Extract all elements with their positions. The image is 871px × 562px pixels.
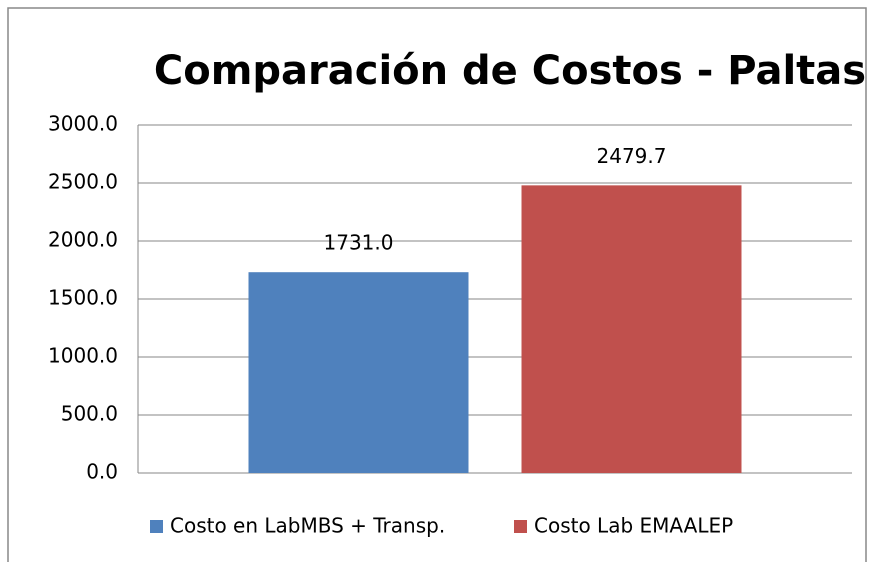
y-tick-label: 1500.0 xyxy=(48,286,118,310)
y-tick-label: 1000.0 xyxy=(48,344,118,368)
y-tick-label: 0.0 xyxy=(86,460,118,484)
legend-label: Costo en LabMBS + Transp. xyxy=(170,514,445,538)
legend-swatch xyxy=(150,520,163,533)
y-tick-label: 2500.0 xyxy=(48,170,118,194)
data-label: 1731.0 xyxy=(324,231,394,255)
bar xyxy=(248,272,469,473)
y-tick-label: 500.0 xyxy=(61,402,118,426)
bar xyxy=(521,185,742,473)
y-tick-label: 2000.0 xyxy=(48,228,118,252)
legend-label: Costo Lab EMAALEP xyxy=(534,514,733,538)
data-label: 2479.7 xyxy=(597,144,667,168)
legend-swatch xyxy=(514,520,527,533)
chart-title: Comparación de Costos - Paltas xyxy=(154,48,866,94)
y-tick-label: 3000.0 xyxy=(48,112,118,136)
